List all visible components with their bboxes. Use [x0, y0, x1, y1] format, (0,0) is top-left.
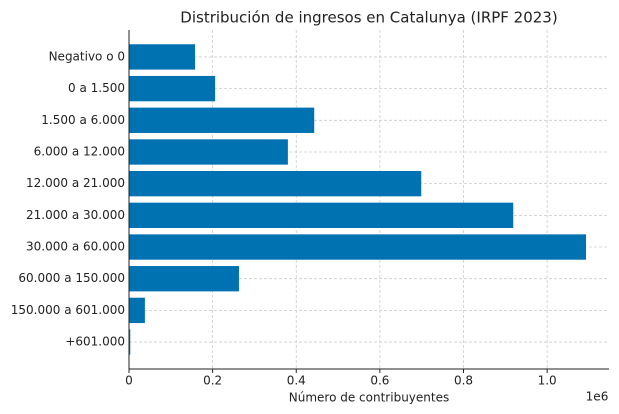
y-tick-label: 60.000 a 150.000: [18, 271, 125, 285]
bar: [129, 75, 216, 102]
x-axis-label: Número de contribuyentes: [289, 391, 449, 405]
y-tick-label: 30.000 a 60.000: [26, 240, 125, 254]
bar: [129, 297, 145, 324]
x-tick-label: 1.0: [538, 374, 557, 388]
x-tick-label: 0.6: [370, 374, 389, 388]
x-tick-label: 0.4: [287, 374, 306, 388]
bar: [129, 266, 239, 292]
x-tick-label: 0.8: [454, 374, 473, 388]
bar: [129, 44, 196, 70]
y-tick-label: +601.000: [65, 335, 125, 349]
bar: [129, 202, 514, 229]
x-tick-label: 0: [125, 374, 133, 388]
y-tick-label: 6.000 a 12.000: [34, 144, 125, 158]
bar: [129, 170, 422, 197]
bar: [129, 139, 288, 165]
y-tick-label: 21.000 a 30.000: [26, 208, 125, 222]
y-tick-label: 0 a 1.500: [68, 81, 125, 95]
y-tick-label: Negativo o 0: [49, 49, 125, 63]
bar: [129, 107, 315, 133]
bar: [129, 234, 587, 260]
y-tick-label: 12.000 a 21.000: [26, 176, 125, 190]
y-tick-label: 1.500 a 6.000: [41, 113, 125, 127]
bar: [129, 329, 131, 355]
x-tick-label: 0.2: [203, 374, 222, 388]
y-tick-label: 150.000 a 601.000: [11, 303, 125, 317]
x-offset-label: 1e6: [586, 390, 609, 404]
chart-title: Distribución de ingresos en Catalunya (I…: [180, 9, 557, 27]
